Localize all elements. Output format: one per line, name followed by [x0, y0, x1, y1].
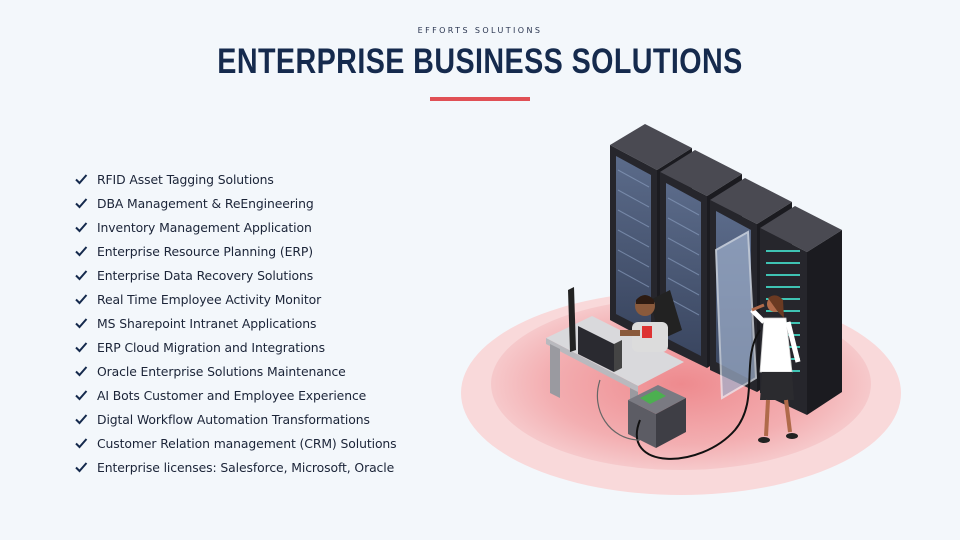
list-item-label: Enterprise Resource Planning (ERP)	[97, 243, 313, 259]
list-item-label: Oracle Enterprise Solutions Maintenance	[97, 363, 346, 379]
list-item-label: DBA Management & ReEngineering	[97, 195, 314, 211]
list-item: Inventory Management Application	[74, 215, 434, 239]
server-room-illustration	[461, 124, 901, 495]
list-item: Oracle Enterprise Solutions Maintenance	[74, 359, 434, 383]
list-item: Enterprise Data Recovery Solutions	[74, 263, 434, 287]
title-underline	[430, 97, 530, 101]
list-item-label: Customer Relation management (CRM) Solut…	[97, 435, 397, 451]
list-item: Enterprise licenses: Salesforce, Microso…	[74, 455, 434, 479]
list-item: RFID Asset Tagging Solutions	[74, 167, 434, 191]
standing-person	[750, 295, 801, 443]
seated-person	[620, 290, 682, 352]
checkmark-icon	[75, 174, 88, 185]
checkmark-icon	[75, 246, 88, 257]
solutions-list: RFID Asset Tagging Solutions DBA Managem…	[74, 167, 434, 479]
pc-tower	[628, 385, 686, 448]
list-item: MS Sharepoint Intranet Applications	[74, 311, 434, 335]
checkmark-icon	[75, 198, 88, 209]
list-item-label: RFID Asset Tagging Solutions	[97, 171, 274, 187]
list-item: ERP Cloud Migration and Integrations	[74, 335, 434, 359]
list-item: Customer Relation management (CRM) Solut…	[74, 431, 434, 455]
list-item-label: Digtal Workflow Automation Transformatio…	[97, 411, 370, 427]
list-item: Real Time Employee Activity Monitor	[74, 287, 434, 311]
monitor	[568, 287, 622, 372]
checkmark-icon	[75, 414, 88, 425]
list-item-label: AI Bots Customer and Employee Experience	[97, 387, 367, 403]
list-item: Enterprise Resource Planning (ERP)	[74, 239, 434, 263]
list-item-label: Enterprise licenses: Salesforce, Microso…	[97, 459, 395, 475]
checkmark-icon	[75, 366, 88, 377]
checkmark-icon	[75, 294, 88, 305]
list-item: Digtal Workflow Automation Transformatio…	[74, 407, 434, 431]
checkmark-icon	[75, 270, 88, 281]
cable	[636, 329, 761, 460]
eyebrow-label: EFFORTS SOLUTIONS	[417, 26, 543, 35]
list-item-label: Inventory Management Application	[97, 219, 312, 235]
list-item-label: ERP Cloud Migration and Integrations	[97, 339, 325, 355]
list-item: DBA Management & ReEngineering	[74, 191, 434, 215]
checkmark-icon	[75, 222, 88, 233]
list-item-label: Real Time Employee Activity Monitor	[97, 291, 322, 307]
checkmark-icon	[75, 462, 88, 473]
checkmark-icon	[75, 342, 88, 353]
checkmark-icon	[75, 438, 88, 449]
list-item-label: MS Sharepoint Intranet Applications	[97, 315, 317, 331]
page-title: ENTERPRISE BUSINESS SOLUTIONS	[217, 42, 743, 81]
list-item-label: Enterprise Data Recovery Solutions	[97, 267, 314, 283]
checkmark-icon	[75, 390, 88, 401]
checkmark-icon	[75, 318, 88, 329]
list-item: AI Bots Customer and Employee Experience	[74, 383, 434, 407]
